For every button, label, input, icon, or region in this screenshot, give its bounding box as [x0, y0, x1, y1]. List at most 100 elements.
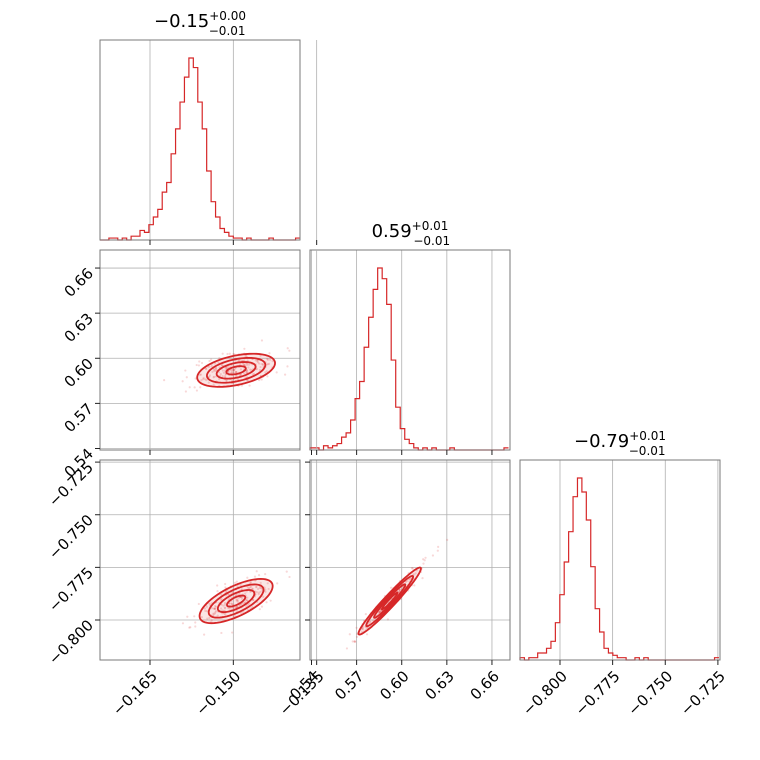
x-tick-label: 0.57 — [331, 667, 367, 703]
y-tick-label: 0.63 — [61, 309, 97, 345]
scatter-point — [252, 599, 255, 602]
y-tick-label: −0.750 — [45, 511, 97, 563]
scatter-point — [212, 375, 216, 378]
scatter-point — [220, 364, 223, 367]
scatter-point — [163, 379, 166, 382]
scatter-point — [261, 364, 265, 367]
scatter-point — [258, 362, 261, 365]
scatter-point — [246, 599, 249, 602]
scatter-point — [245, 605, 248, 608]
scatter-point — [203, 633, 206, 636]
scatter-point — [233, 581, 237, 584]
scatter-point — [212, 368, 216, 371]
scatter-point — [398, 589, 401, 592]
scatter-point — [221, 352, 224, 355]
scatter-point — [257, 574, 261, 577]
scatter-point — [225, 379, 228, 383]
scatter-point — [413, 573, 416, 576]
scatter-point — [414, 572, 417, 575]
scatter-point — [265, 601, 268, 604]
scatter-point — [422, 562, 425, 565]
scatter-point — [267, 587, 270, 591]
scatter-point — [199, 386, 202, 389]
scatter-point — [204, 367, 207, 370]
scatter-point — [208, 375, 211, 378]
scatter-point — [213, 362, 217, 365]
scatter-point — [195, 389, 199, 392]
scatter-point — [247, 586, 250, 589]
scatter-point — [235, 605, 238, 608]
scatter-point — [208, 365, 211, 368]
scatter-point — [437, 545, 440, 549]
scatter-point — [235, 609, 238, 613]
x-tick-label: −0.725 — [677, 667, 729, 719]
scatter-point — [214, 605, 218, 609]
axes-frame — [519, 459, 721, 661]
scatter-point — [205, 610, 209, 613]
scatter-point — [406, 579, 409, 582]
scatter-point — [422, 558, 425, 561]
scatter-point — [222, 604, 225, 607]
scatter-point — [224, 607, 227, 610]
scatter-point — [200, 379, 203, 382]
scatter-point — [259, 365, 262, 369]
scatter-point — [194, 377, 197, 380]
scatter-point — [245, 371, 248, 374]
scatter-point — [258, 608, 261, 611]
scatter-point — [181, 380, 184, 383]
scatter-point — [436, 549, 439, 552]
x-tick-label: −0.775 — [572, 667, 624, 719]
density-contour — [216, 589, 256, 614]
scatter-point — [204, 378, 207, 381]
scatter-point — [364, 613, 367, 616]
scatter-point — [210, 365, 213, 368]
scatter-point — [198, 373, 201, 376]
x-tick-label: −0.165 — [109, 667, 161, 719]
title-median: 0.59 — [372, 221, 412, 242]
scatter-point — [253, 575, 257, 578]
scatter-point — [212, 612, 215, 615]
title-plus-error: +0.00 — [209, 9, 246, 23]
scatter-point — [369, 620, 372, 623]
scatter-point — [214, 611, 217, 614]
scatter-point — [288, 575, 291, 579]
scatter-point — [378, 610, 382, 613]
title-median: −0.79 — [574, 431, 629, 452]
density-contour — [357, 566, 422, 636]
scatter-point — [256, 360, 259, 363]
scatter-point — [246, 576, 249, 579]
scatter-point — [213, 607, 216, 610]
scatter-point — [205, 605, 208, 608]
density-contour — [215, 361, 257, 380]
scatter-point — [271, 360, 274, 363]
scatter-point — [239, 584, 242, 587]
density-contour — [226, 594, 247, 608]
scatter-point — [348, 633, 351, 636]
x-tick-label: 0.63 — [422, 667, 458, 703]
scatter-point — [234, 359, 237, 362]
scatter-point — [197, 602, 200, 606]
scatter-point — [213, 607, 216, 610]
scatter-point — [398, 588, 401, 591]
scatter-point — [214, 367, 217, 370]
axes-frame — [99, 249, 301, 451]
scatter-point — [421, 577, 424, 580]
scatter-point — [208, 602, 211, 605]
scatter-point — [227, 366, 230, 369]
y-tick-label: 0.57 — [61, 400, 97, 436]
scatter-point — [223, 606, 226, 609]
scatter-point — [189, 626, 192, 629]
scatter-point — [254, 359, 257, 362]
title-median: −0.15 — [154, 11, 209, 32]
scatter-point — [235, 599, 238, 602]
scatter-point — [239, 368, 243, 371]
scatter-point — [228, 607, 231, 610]
scatter-point — [202, 378, 205, 381]
scatter-point — [232, 352, 235, 356]
scatter-point — [269, 358, 272, 361]
scatter-point — [232, 369, 235, 372]
scatter-point — [259, 354, 262, 357]
scatter-point — [246, 359, 249, 362]
scatter-point — [249, 581, 252, 584]
scatter-point — [217, 361, 220, 364]
